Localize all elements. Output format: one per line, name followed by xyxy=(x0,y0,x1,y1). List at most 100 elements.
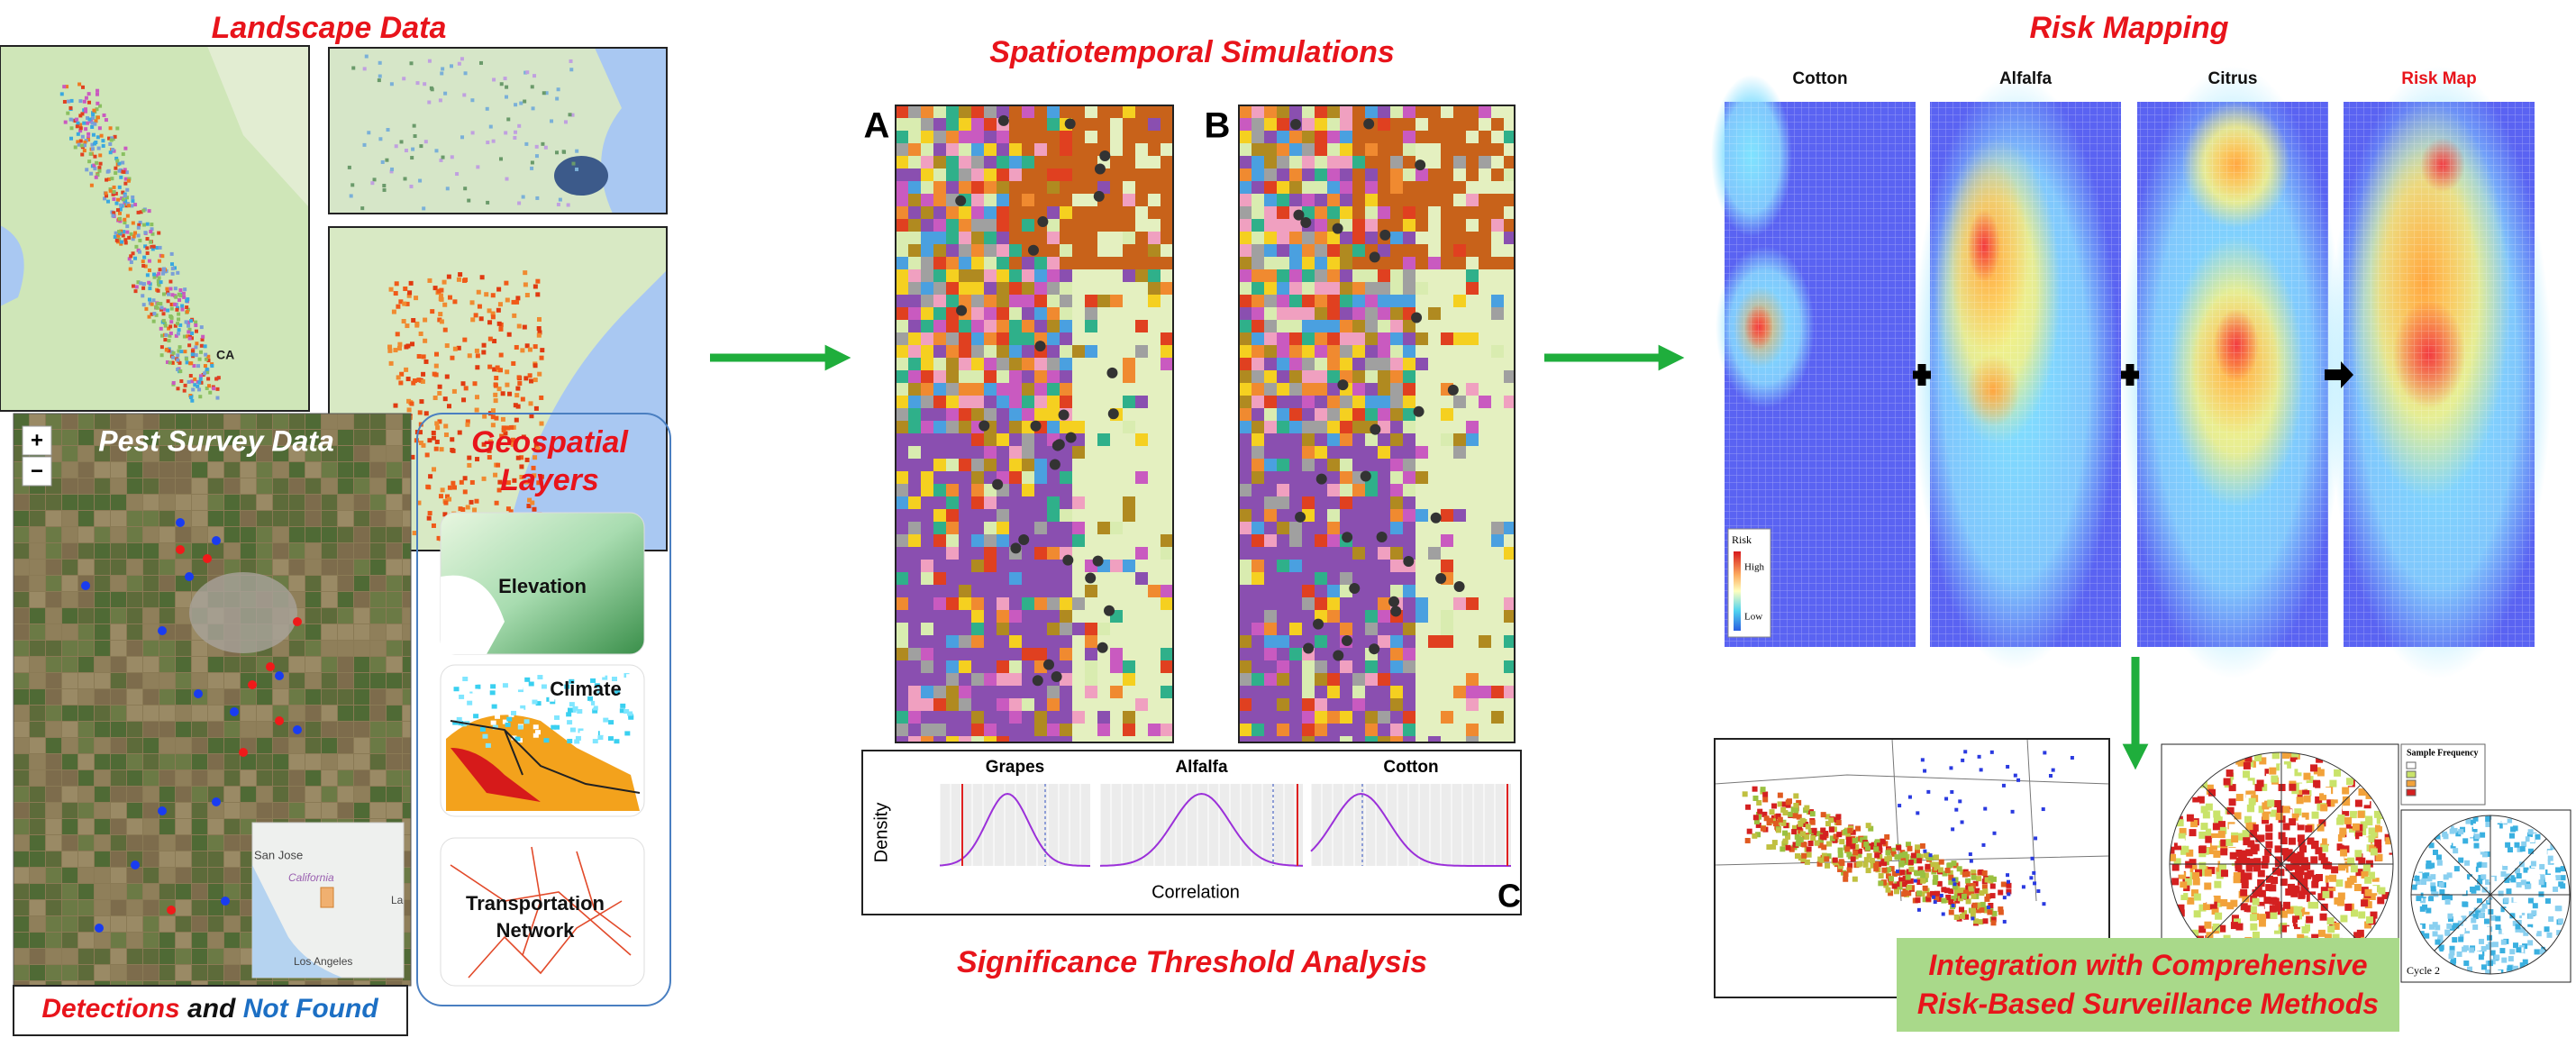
land-cell xyxy=(1491,143,1504,156)
land-cell xyxy=(1403,648,1415,660)
land-cell xyxy=(1161,736,1173,742)
crop-patch xyxy=(147,259,151,263)
zoom-out-button[interactable] xyxy=(22,456,52,487)
crop-patch xyxy=(492,77,496,82)
crop-patch xyxy=(114,171,118,176)
field xyxy=(354,446,369,461)
zoom-in[interactable]: + xyxy=(31,428,43,452)
field xyxy=(305,592,321,607)
crop-patch xyxy=(430,87,434,92)
land-cell xyxy=(1415,736,1428,742)
field xyxy=(78,803,94,818)
climate-cell xyxy=(592,706,598,711)
crop-patch xyxy=(515,296,521,301)
land-cell xyxy=(1034,257,1047,269)
land-cell xyxy=(1479,534,1491,547)
land-cell xyxy=(1415,547,1428,560)
land-cell xyxy=(908,496,921,509)
survey-cell xyxy=(1961,893,1967,899)
survey-cell xyxy=(1941,897,1947,904)
land-cell xyxy=(1491,370,1504,383)
land-cell xyxy=(1504,257,1515,269)
land-cell xyxy=(1390,282,1403,295)
land-cell xyxy=(933,219,946,232)
land-cell xyxy=(1110,383,1123,396)
land-cell xyxy=(1403,534,1415,547)
land-cell xyxy=(921,547,933,560)
land-cell xyxy=(1378,572,1390,585)
land-cell xyxy=(1123,332,1135,345)
crop-patch xyxy=(134,244,139,249)
inset-label: Los Angeles xyxy=(294,955,352,968)
land-cell xyxy=(1009,383,1022,396)
survey-cell xyxy=(1862,861,1869,868)
crop-patch xyxy=(460,57,464,61)
land-cell xyxy=(1148,219,1161,232)
land-cell xyxy=(1085,648,1097,660)
land-cell xyxy=(1504,623,1515,635)
land-cell xyxy=(946,698,959,711)
land-cell xyxy=(1315,648,1327,660)
land-cell xyxy=(1072,648,1085,660)
land-cell xyxy=(1034,459,1047,471)
land-cell xyxy=(959,257,971,269)
crop-patch xyxy=(119,175,123,179)
land-cell xyxy=(1365,131,1378,143)
field xyxy=(159,965,175,980)
land-cell xyxy=(1352,660,1365,673)
land-cell xyxy=(1135,585,1148,597)
crop-patch xyxy=(529,414,534,419)
land-cell xyxy=(1239,623,1252,635)
survey-cell xyxy=(1951,895,1957,901)
land-cell xyxy=(1327,736,1340,742)
land-cell xyxy=(1110,471,1123,484)
land-cell xyxy=(946,509,959,522)
land-cell xyxy=(1135,736,1148,742)
land-cell xyxy=(1239,433,1252,446)
crop-patch xyxy=(154,274,159,278)
field xyxy=(192,706,207,721)
crop-patch xyxy=(152,312,157,316)
field xyxy=(354,608,369,624)
zoom-out[interactable]: − xyxy=(31,459,43,483)
land-cell xyxy=(1428,269,1441,282)
field xyxy=(387,576,402,591)
survey-cell xyxy=(1951,860,1957,867)
crop-patch xyxy=(409,401,414,406)
land-cell xyxy=(1466,320,1479,332)
field xyxy=(127,495,142,510)
survey-cell xyxy=(1816,860,1823,867)
survey-cell xyxy=(1981,884,1988,890)
crop-patch xyxy=(170,293,175,297)
land-cell xyxy=(1072,320,1085,332)
survey-cell xyxy=(1781,801,1788,807)
crop-patch xyxy=(137,250,141,254)
land-cell xyxy=(1415,345,1428,358)
land-cell xyxy=(1403,320,1415,332)
land-cell xyxy=(1378,635,1390,648)
sim-point xyxy=(1369,251,1380,263)
land-cell xyxy=(1277,623,1289,635)
land-cell xyxy=(1009,332,1022,345)
crop-patch xyxy=(123,221,127,225)
land-cell xyxy=(1252,156,1264,168)
crop-patch xyxy=(411,380,416,386)
land-cell xyxy=(1327,257,1340,269)
field xyxy=(403,624,411,640)
field xyxy=(14,673,29,688)
land-cell xyxy=(1097,181,1110,194)
land-cell xyxy=(1378,623,1390,635)
land-cell xyxy=(1022,282,1034,295)
survey-cell xyxy=(1902,881,1908,888)
survey-cell xyxy=(1837,852,1843,859)
field xyxy=(127,624,142,640)
land-cell xyxy=(1252,219,1264,232)
land-cell xyxy=(1135,522,1148,534)
crop-patch xyxy=(391,309,396,314)
field xyxy=(370,754,386,769)
zoom-in-button[interactable] xyxy=(22,425,52,456)
land-cell xyxy=(1441,244,1453,257)
crop-patch xyxy=(495,365,500,370)
land-cell xyxy=(1110,396,1123,408)
land-cell xyxy=(1466,484,1479,496)
